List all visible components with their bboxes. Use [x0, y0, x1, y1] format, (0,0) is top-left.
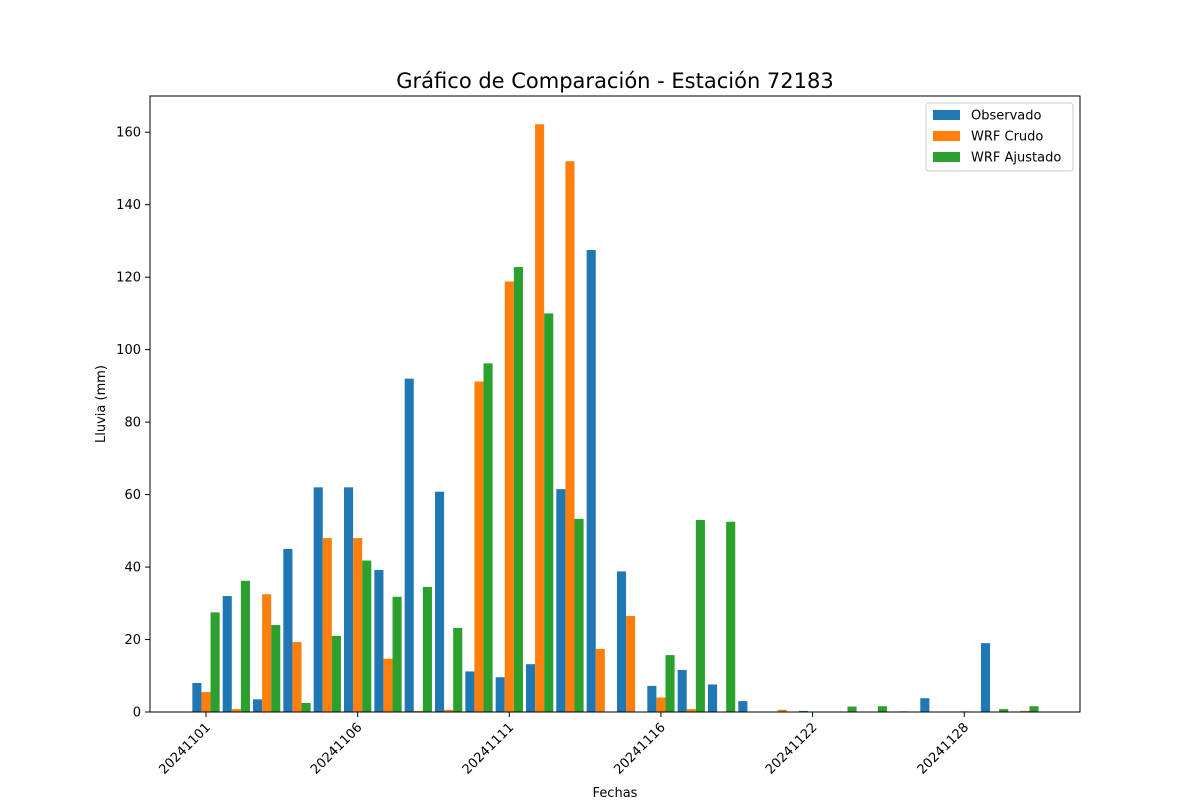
bar-wrf-ajustado-11	[544, 313, 554, 712]
bar-observado-26	[980, 643, 991, 712]
x-tick-label: 20241116	[611, 720, 668, 777]
bar-wrf-crudo-7	[413, 710, 423, 712]
bar-wrf-ajustado-1	[240, 580, 250, 712]
bar-wrf-crudo-15	[656, 697, 666, 712]
bar-observado-24	[920, 698, 930, 712]
legend: Observado WRF Crudo WRF Ajustado	[925, 102, 1074, 172]
bar-wrf-ajustado-22	[877, 706, 887, 712]
bar-wrf-ajustado-4	[331, 635, 341, 712]
bar-wrf-crudo-9	[474, 381, 484, 712]
bar-wrf-crudo-6	[383, 658, 393, 712]
bar-wrf-ajustado-10	[513, 267, 523, 712]
bar-observado-14	[616, 571, 627, 712]
bar-observado-5	[344, 487, 354, 712]
bar-wrf-ajustado-15	[665, 655, 675, 712]
bar-observado-3	[283, 548, 293, 712]
chart-title: Gráfico de Comparación - Estación 72183	[396, 69, 833, 93]
bar-wrf-ajustado-9	[483, 363, 493, 712]
bar-wrf-crudo-0	[201, 692, 211, 712]
bar-wrf-crudo-1	[231, 709, 241, 712]
bar-wrf-ajustado-2	[271, 625, 281, 712]
bar-observado-18	[738, 701, 748, 712]
bar-wrf-ajustado-12	[574, 518, 584, 712]
legend-swatch-wrf-crudo	[933, 131, 960, 141]
bar-wrf-crudo-13	[595, 648, 605, 712]
bar-wrf-crudo-4	[322, 538, 332, 712]
bar-wrf-ajustado-6	[392, 596, 402, 712]
bar-observado-16	[677, 669, 687, 712]
bar-wrf-crudo-16	[686, 709, 696, 712]
y-tick-label: 140	[116, 198, 141, 213]
bar-observado-10	[495, 677, 505, 712]
x-tick-label: 20241111	[460, 720, 517, 777]
bar-wrf-ajustado-5	[362, 560, 372, 712]
bar-observado-7	[404, 378, 414, 712]
legend-label-wrf-ajustado: WRF Ajustado	[971, 151, 1061, 166]
plot-frame	[149, 95, 1081, 713]
bar-wrf-ajustado-3	[301, 702, 311, 712]
bar-wrf-ajustado-27	[1029, 706, 1039, 712]
x-tick-label: 20241106	[308, 720, 365, 777]
legend-label-observado: Observado	[971, 109, 1042, 124]
bar-observado-1	[222, 596, 232, 712]
y-axis-label: Lluvia (mm)	[94, 365, 109, 443]
bar-wrf-crudo-10	[504, 281, 514, 712]
legend-swatch-observado	[933, 110, 960, 120]
bar-observado-20	[798, 710, 809, 712]
bar-wrf-ajustado-17	[726, 521, 736, 712]
bar-observado-0	[192, 683, 202, 712]
bar-observado-15	[647, 685, 657, 712]
bar-observado-6	[374, 569, 384, 712]
y-tick-label: 0	[133, 706, 141, 721]
bar-wrf-crudo-12	[565, 161, 575, 713]
y-tick-label: 100	[116, 343, 141, 358]
y-tick-label: 120	[116, 271, 141, 286]
bar-wrf-crudo-27	[1020, 710, 1030, 712]
bar-wrf-crudo-3	[292, 642, 302, 712]
bar-observado-13	[586, 250, 596, 712]
bar-wrf-crudo-11	[535, 124, 545, 712]
y-tick-label: 20	[124, 633, 141, 648]
bar-wrf-crudo-14	[626, 615, 636, 712]
bar-wrf-ajustado-26	[999, 709, 1009, 712]
bar-observado-11	[525, 664, 536, 712]
bar-wrf-crudo-8	[444, 709, 454, 712]
bar-wrf-crudo-19	[777, 709, 787, 712]
y-tick-label: 160	[116, 126, 141, 141]
bar-observado-2	[253, 699, 263, 712]
bar-observado-4	[313, 487, 323, 712]
x-tick-label: 20241122	[763, 720, 820, 777]
y-tick-label: 40	[124, 561, 141, 576]
y-tick-label: 60	[124, 488, 141, 503]
legend-box	[925, 102, 1074, 172]
bar-wrf-ajustado-16	[695, 519, 705, 712]
bar-wrf-crudo-2	[262, 594, 272, 712]
bar-wrf-ajustado-8	[453, 627, 463, 712]
bar-observado-8	[434, 491, 445, 712]
bar-wrf-ajustado-21	[847, 706, 857, 712]
bar-wrf-crudo-5	[353, 538, 363, 712]
y-axis: 0 20 40 60 80 100 120 140 160	[116, 126, 150, 721]
x-tick-label: 20241101	[156, 720, 213, 777]
bar-wrf-ajustado-7	[422, 586, 432, 712]
y-tick-label: 80	[124, 416, 141, 431]
bar-observado-9	[465, 671, 475, 712]
x-axis-label: Fechas	[593, 786, 638, 800]
bars-group	[192, 124, 1039, 713]
x-tick-label: 20241128	[915, 720, 972, 777]
bar-observado-17	[707, 684, 718, 712]
x-axis: 20241101 20241106 20241111 20241116 20241122…	[156, 712, 972, 778]
bar-wrf-ajustado-0	[210, 612, 220, 712]
legend-swatch-wrf-ajustado	[933, 152, 960, 162]
legend-label-wrf-crudo: WRF Crudo	[971, 130, 1043, 145]
bar-observado-12	[556, 489, 566, 712]
